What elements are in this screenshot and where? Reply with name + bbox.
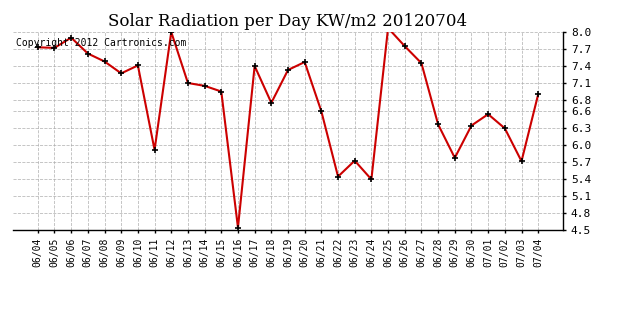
Title: Solar Radiation per Day KW/m2 20120704: Solar Radiation per Day KW/m2 20120704 <box>108 13 468 30</box>
Text: Copyright 2012 Cartronics.com: Copyright 2012 Cartronics.com <box>15 38 186 48</box>
